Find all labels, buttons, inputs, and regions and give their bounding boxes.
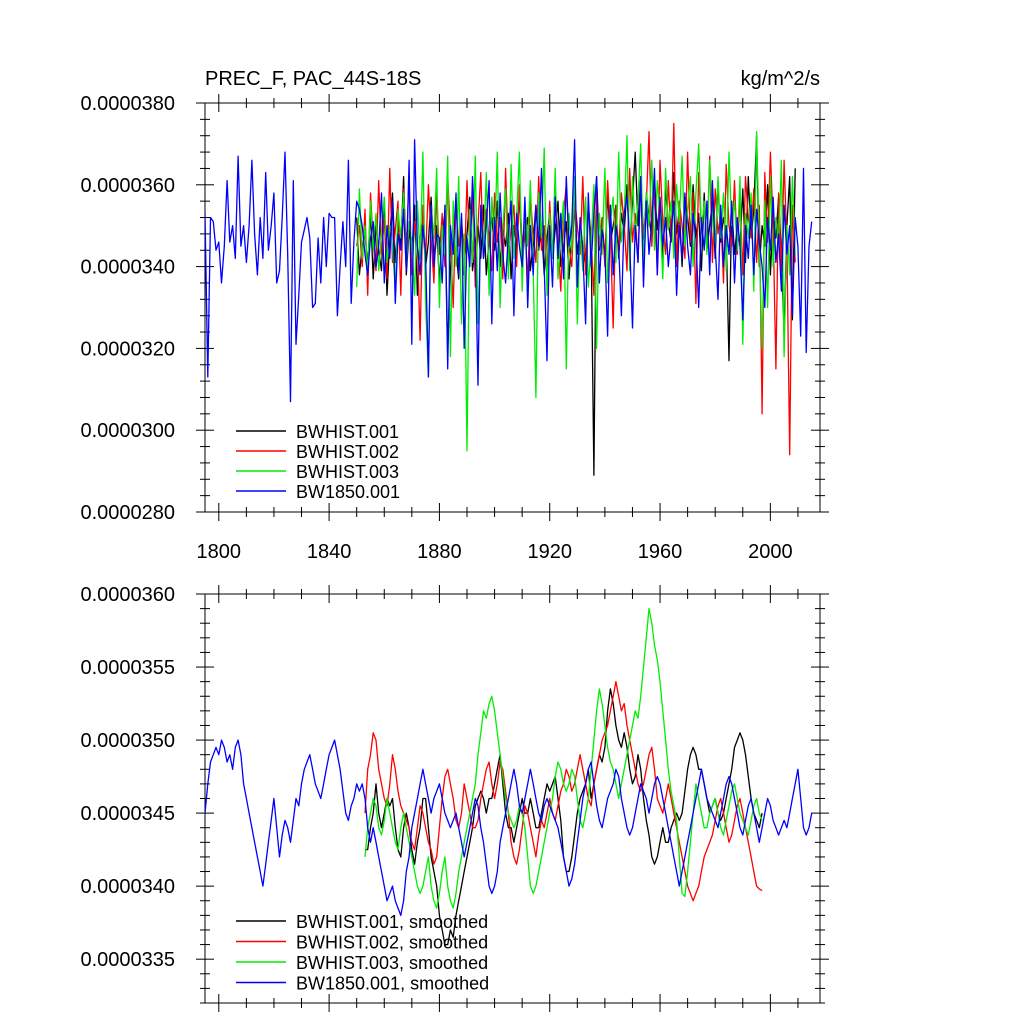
top-panel-raw-precipitation: 0.0000280 0.0000300 0.0000320 0.0000340 0.00…: [80, 68, 829, 563]
top-x-tick-label: 1920: [527, 541, 572, 563]
bottom-series-bw1850-001-smoothed: [205, 739, 813, 917]
top-y-tick-label: 0.0000340: [80, 257, 175, 279]
bottom-y-tick-label: 0.0000345: [80, 803, 175, 825]
bottom-panel-smoothed-precipitation: 0.0000335 0.0000340 0.0000345 0.0000350 0.00…: [80, 584, 829, 1012]
bottom-y-tick-label: 0.0000355: [80, 657, 175, 679]
top-y-tick-label: 0.0000320: [80, 338, 175, 360]
top-y-tick-label: 0.0000380: [80, 93, 175, 115]
top-y-tick-label: 0.0000300: [80, 420, 175, 442]
top-legend-label: BWHIST.003: [296, 462, 399, 482]
bottom-y-tick-label: 0.0000350: [80, 730, 175, 752]
bottom-legend-label: BWHIST.001, smoothed: [296, 912, 488, 932]
bottom-y-tick-label: 0.0000360: [80, 584, 175, 606]
chart-title: PREC_F, PAC_44S-18S: [205, 68, 421, 90]
bottom-y-tick-label: 0.0000335: [80, 949, 175, 971]
bottom-legend-label: BWHIST.002, smoothed: [296, 933, 488, 953]
bottom-y-tick-label: 0.0000340: [80, 876, 175, 898]
top-legend-label: BWHIST.002: [296, 442, 399, 462]
top-series-bw1850-001: [205, 139, 813, 403]
bottom-series-bwhist-003-smoothed: [364, 607, 763, 909]
top-legend-label: BW1850.001: [296, 482, 400, 502]
top-legend-label: BWHIST.001: [296, 422, 399, 442]
top-x-tick-label: 2000: [748, 541, 793, 563]
units-label: kg/m^2/s: [741, 68, 820, 90]
bottom-series-bwhist-002-smoothed: [364, 680, 763, 902]
bottom-legend-label: BW1850.001, smoothed: [296, 974, 489, 994]
top-x-tick-label: 1800: [197, 541, 242, 563]
bottom-legend-label: BWHIST.003, smoothed: [296, 953, 488, 973]
top-x-tick-label: 1880: [417, 541, 462, 563]
top-y-tick-label: 0.0000360: [80, 175, 175, 197]
top-y-tick-label: 0.0000280: [80, 502, 175, 524]
top-x-tick-label: 1840: [307, 541, 352, 563]
top-x-tick-label: 1960: [638, 541, 683, 563]
top-plot-frame: [204, 102, 821, 513]
